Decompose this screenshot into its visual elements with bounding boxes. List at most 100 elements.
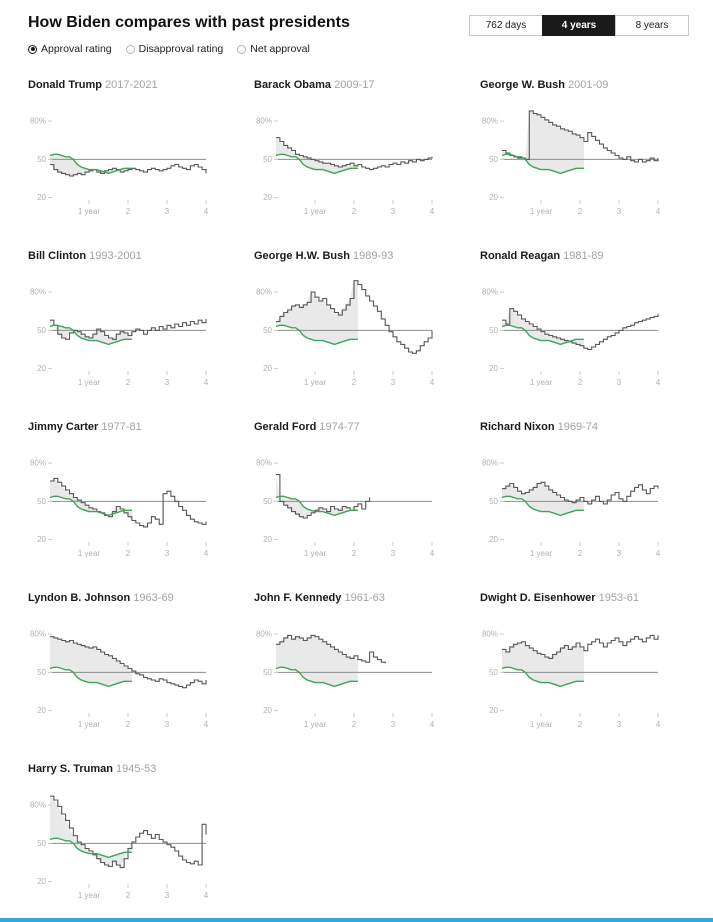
svg-text:1 year: 1 year [78,378,101,387]
svg-text:80%: 80% [30,288,46,297]
svg-text:50: 50 [489,497,498,506]
president-name: Harry S. Truman [28,763,117,775]
president-approval-line [276,137,433,171]
svg-text:4: 4 [204,378,209,387]
x-axis-ticks: 1 year 2 3 4 [304,542,435,558]
metric-option-disapproval[interactable]: Disapproval rating [125,43,223,55]
range-button-4-years[interactable]: 4 years [542,15,616,36]
approval-chart: 80% 50 20 1 year 2 3 4 [30,795,209,900]
president-years: 2001-09 [568,79,609,91]
svg-text:3: 3 [165,378,170,387]
svg-text:4: 4 [204,549,209,558]
radio-icon [237,44,247,54]
biden-approval-line [49,153,132,175]
svg-text:80%: 80% [482,630,498,639]
svg-text:20: 20 [37,193,46,202]
y-axis-ticks: 80% 50 20 [482,117,504,202]
metric-option-approval[interactable]: Approval rating [28,43,112,55]
president-chart-cell: Richard Nixon 1969-74 80% 50 20 1 year 2 3 4 [480,421,665,566]
x-axis-ticks: 1 year 2 3 4 [530,200,661,216]
approval-gap-band [50,796,132,868]
svg-text:20: 20 [37,877,46,886]
svg-text:50: 50 [489,155,498,164]
chart-title: Bill Clinton 1993-2001 [28,250,213,262]
president-years: 1969-74 [557,421,598,433]
metric-option-label: Net approval [250,43,310,55]
svg-text:1 year: 1 year [78,720,101,729]
svg-text:80%: 80% [256,288,272,297]
svg-text:1 year: 1 year [530,378,553,387]
svg-text:1 year: 1 year [530,549,553,558]
y-axis-ticks: 80% 50 20 [256,459,278,544]
president-years: 2009-17 [334,79,375,91]
svg-text:20: 20 [263,706,272,715]
approval-gap-band [502,641,584,687]
president-years: 2017-2021 [105,79,158,91]
svg-text:4: 4 [204,891,209,900]
svg-text:4: 4 [656,549,661,558]
svg-text:2: 2 [352,207,357,216]
svg-text:20: 20 [489,364,498,373]
president-chart-cell: Bill Clinton 1993-2001 80% 50 20 1 year 2 3 4 [28,250,213,395]
president-years: 1989-93 [353,250,394,262]
svg-text:2: 2 [352,720,357,729]
approval-chart: 80% 50 20 1 year 2 3 4 [256,280,435,387]
approval-chart: 80% 50 20 1 year 2 3 4 [256,459,435,558]
svg-text:3: 3 [617,207,622,216]
header-top: How Biden compares with past presidents … [28,14,689,36]
president-approval-line [50,636,207,689]
president-approval-line [502,308,659,351]
chart-title: Lyndon B. Johnson 1963-69 [28,592,213,604]
header: How Biden compares with past presidents … [28,14,689,55]
svg-text:3: 3 [617,549,622,558]
x-axis-ticks: 1 year 2 3 4 [304,371,435,387]
y-axis-ticks: 80% 50 20 [30,288,52,373]
time-range-toggle: 762 days 4 years 8 years [469,15,689,36]
svg-text:1 year: 1 year [530,207,553,216]
president-approval-line [502,110,659,163]
svg-text:3: 3 [165,549,170,558]
svg-text:3: 3 [617,720,622,729]
range-button-762-days[interactable]: 762 days [469,15,543,36]
president-approval-line [50,477,207,528]
chart-title: Dwight D. Eisenhower 1953-61 [480,592,665,604]
svg-text:2: 2 [126,549,131,558]
metric-option-net-approval[interactable]: Net approval [237,43,310,55]
president-years: 1945-53 [116,763,157,775]
radio-icon [125,44,135,54]
svg-text:50: 50 [489,326,498,335]
svg-text:50: 50 [263,668,272,677]
svg-text:80%: 80% [482,459,498,468]
x-axis-ticks: 1 year 2 3 4 [304,200,435,216]
svg-text:3: 3 [391,549,396,558]
biden-approval-line [49,324,132,346]
svg-text:80%: 80% [30,459,46,468]
x-axis-ticks: 1 year 2 3 4 [304,713,435,729]
svg-text:80%: 80% [30,117,46,126]
svg-text:20: 20 [263,364,272,373]
approval-chart: 80% 50 20 1 year 2 3 4 [482,630,661,729]
president-name: George H.W. Bush [254,250,354,262]
president-name: Barack Obama [254,79,335,91]
chart-title: Harry S. Truman 1945-53 [28,763,213,775]
approval-gap-band [502,482,584,516]
president-name: John F. Kennedy [254,592,345,604]
range-button-8-years[interactable]: 8 years [615,15,689,36]
svg-text:50: 50 [489,668,498,677]
svg-text:50: 50 [263,326,272,335]
svg-text:50: 50 [263,155,272,164]
x-axis-ticks: 1 year 2 3 4 [78,713,209,729]
svg-text:3: 3 [165,720,170,729]
svg-text:2: 2 [352,378,357,387]
svg-text:2: 2 [578,549,583,558]
biden-approval-line [501,153,584,175]
president-chart-cell: Ronald Reagan 1981-89 80% 50 20 1 year 2 3 4 [480,250,665,395]
y-axis-ticks: 80% 50 20 [482,288,504,373]
svg-text:4: 4 [204,207,209,216]
svg-text:3: 3 [391,720,396,729]
svg-text:2: 2 [126,720,131,729]
president-chart-cell: John F. Kennedy 1961-63 80% 50 20 1 year 2 3 4 [254,592,439,737]
biden-approval-line [501,324,584,346]
president-approval-line [276,280,433,354]
